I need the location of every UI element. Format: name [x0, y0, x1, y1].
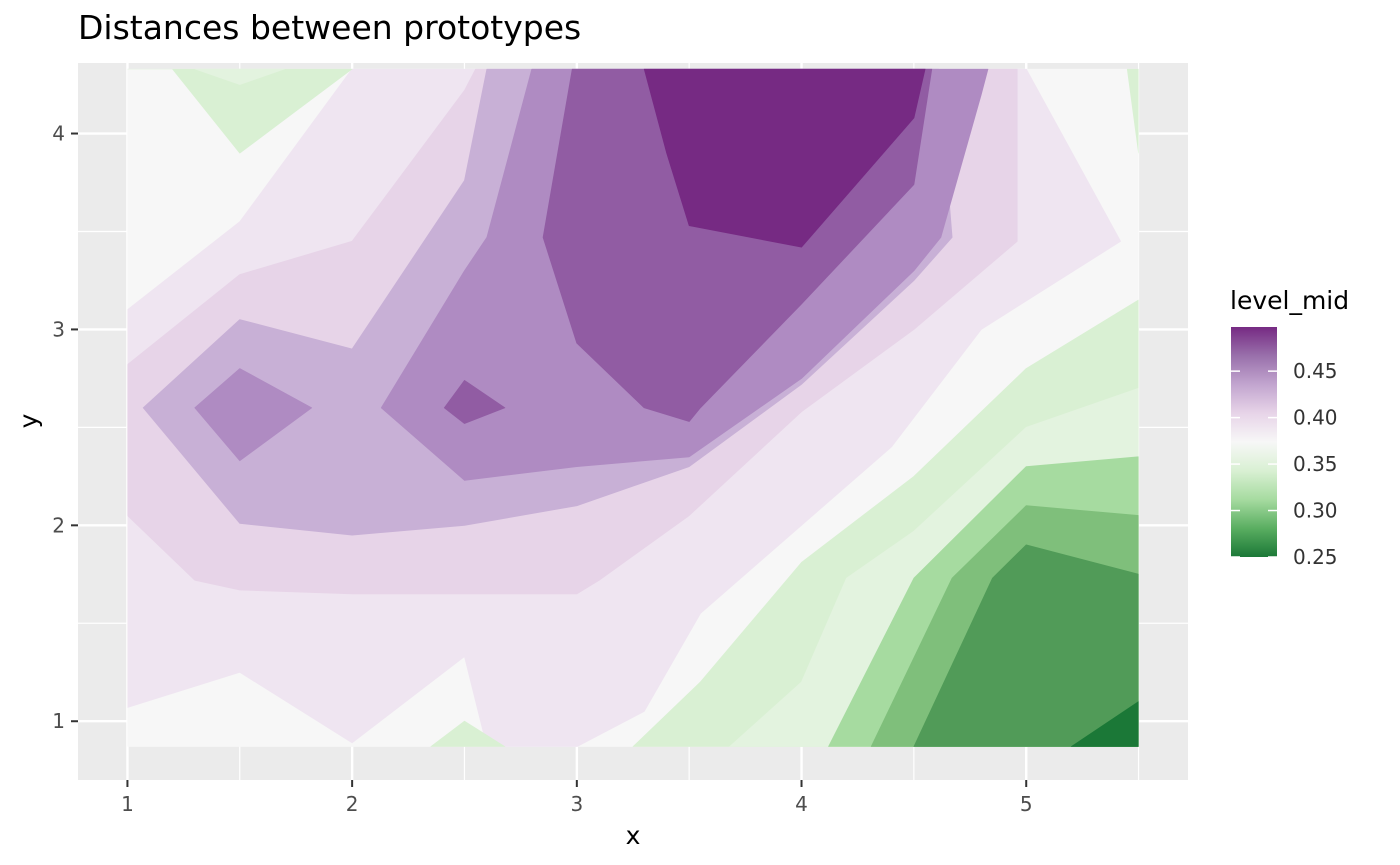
legend-label: 0.30: [1293, 499, 1338, 523]
x-tick-label: 5: [1020, 792, 1033, 816]
legend-label: 0.35: [1293, 452, 1338, 476]
contour-region-11: [1126, 68, 1139, 154]
legend-ticks: 0.45 0.40 0.35 0.30 0.25: [1231, 359, 1338, 569]
y-tick-label: 1: [52, 709, 65, 733]
legend-label: 0.40: [1293, 406, 1338, 430]
legend-colorbar: [1231, 327, 1277, 557]
y-axis: 1 2 3 4: [52, 122, 78, 733]
contour-region-13: [430, 720, 506, 747]
contour-region-7: [443, 379, 506, 424]
chart-title: Distances between prototypes: [78, 8, 582, 47]
y-tick-label: 4: [52, 122, 65, 146]
legend: level_mid 0.45 0.40 0.35 0.30 0.25: [1230, 286, 1349, 569]
y-tick-label: 3: [52, 317, 65, 341]
contour-region-10: [194, 68, 286, 85]
contour-region-17: [913, 544, 1139, 747]
x-axis-title: x: [626, 821, 641, 850]
legend-label: 0.45: [1293, 359, 1338, 383]
contour-region-8: [643, 68, 926, 248]
contour-region-5: [194, 368, 313, 462]
y-tick-label: 2: [52, 513, 65, 537]
x-tick-label: 2: [346, 792, 359, 816]
contour-region-18: [1070, 701, 1139, 747]
x-tick-label: 4: [795, 792, 808, 816]
legend-label: 0.25: [1293, 545, 1338, 569]
x-axis: 1 2 3 4 5: [121, 780, 1033, 816]
y-axis-title: y: [14, 413, 43, 428]
legend-title: level_mid: [1230, 286, 1349, 315]
x-tick-label: 1: [121, 792, 134, 816]
contour-regions: [127, 68, 1139, 747]
x-tick-label: 3: [570, 792, 583, 816]
